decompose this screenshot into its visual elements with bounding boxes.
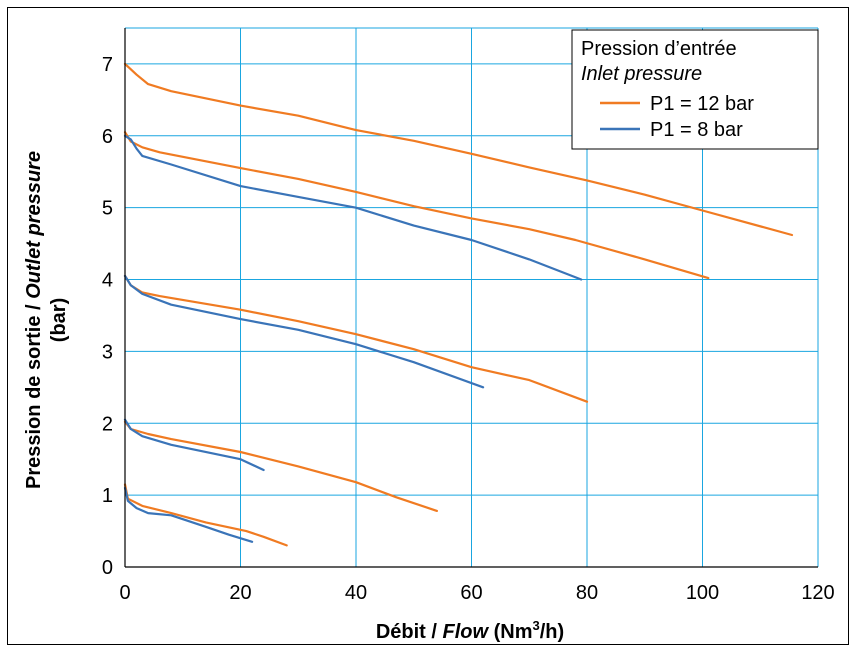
legend: Pression d’entrée Inlet pressure P1 = 12… — [571, 29, 819, 150]
axes — [124, 28, 818, 568]
grid-lines — [125, 27, 819, 567]
svg-text:Pression de sortie / Outlet pr: Pression de sortie / Outlet pressure — [23, 151, 45, 489]
y-tick-label-5: 5 — [102, 198, 113, 220]
x-axis-label: Débit / Flow (Nm3/h) — [376, 618, 564, 643]
x-tick-label-20: 20 — [229, 582, 251, 604]
series-line-8 — [123, 418, 265, 472]
y-tick-label-2: 2 — [102, 413, 113, 435]
legend-entry-12bar: P1 = 12 bar — [650, 93, 754, 115]
y-tick-label-3: 3 — [102, 341, 113, 363]
y-tick-label-6: 6 — [102, 126, 113, 148]
series-line-6 — [123, 134, 583, 281]
y-tick-label-4: 4 — [102, 270, 113, 292]
x-tick-label-0: 0 — [119, 582, 130, 604]
y-tick-label-1: 1 — [102, 485, 113, 507]
series-line-4 — [123, 420, 438, 512]
series-line-1 — [123, 62, 794, 237]
y-tick-label-7: 7 — [102, 54, 113, 76]
series-line-7 — [123, 274, 485, 389]
series-line-5 — [123, 483, 288, 547]
tick-labels: 0 20 40 60 80 100 120 0 1 2 3 4 5 6 7 — [102, 54, 835, 604]
x-tick-label-40: 40 — [345, 582, 367, 604]
series-layer — [123, 62, 794, 547]
y-axis-label: Pression de sortie / Outlet pressure (ba… — [23, 151, 70, 489]
x-tick-label-100: 100 — [686, 582, 719, 604]
legend-entry-8bar: P1 = 8 bar — [650, 119, 743, 141]
legend-box — [571, 29, 819, 150]
legend-title-fr: Pression d’entrée — [581, 38, 737, 60]
x-tick-label-60: 60 — [460, 582, 482, 604]
svg-text:(bar): (bar) — [48, 298, 70, 342]
x-tick-label-120: 120 — [801, 582, 834, 604]
series-line-9 — [123, 486, 254, 543]
legend-title-en: Inlet pressure — [581, 63, 702, 85]
series-line-2 — [123, 131, 710, 280]
x-tick-label-80: 80 — [576, 582, 598, 604]
y-tick-label-0: 0 — [102, 557, 113, 579]
